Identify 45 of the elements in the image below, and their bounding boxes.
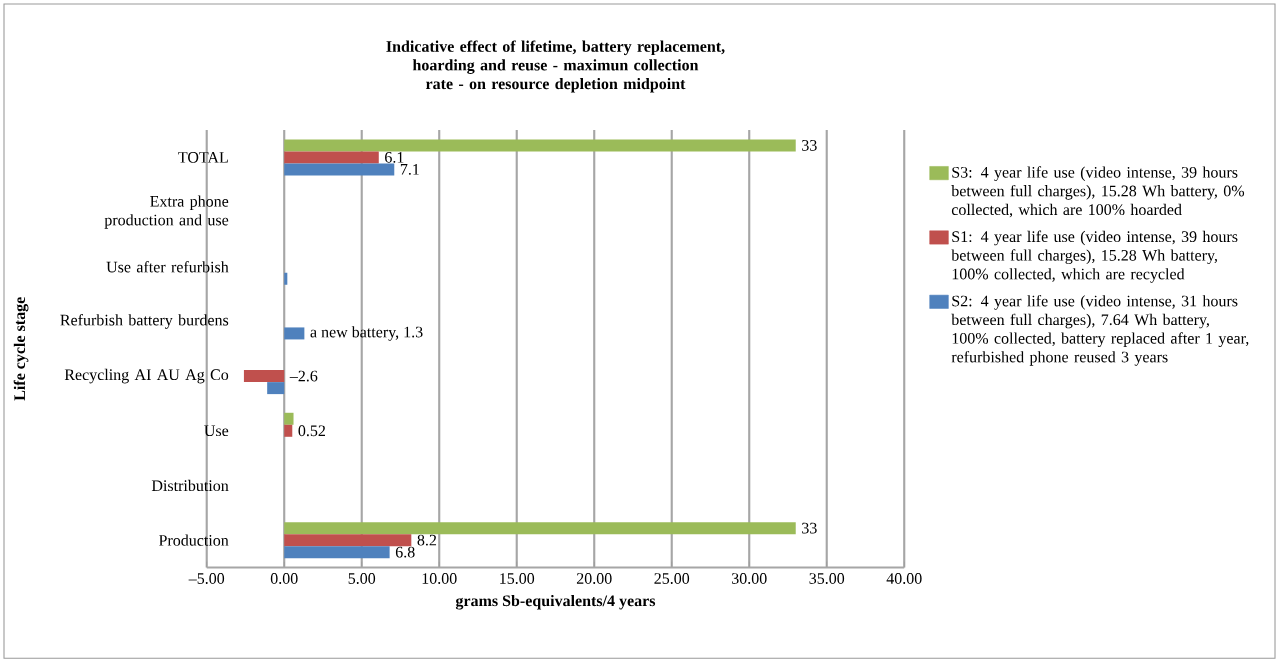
bar [284,139,796,152]
y-tick-label: Production [158,534,229,546]
chart-title: Indicative effect of lifetime, battery replacement, hoarding and reuse - maximun collection rate - on resource depletion midpoint [386,40,725,93]
data-label: –2.6 [289,370,318,382]
legend-label: S3: 4 year life use (video intense, 39 hours between full charges), 15.28 Wh battery, 0% collected, which are 100% hoarded [951,166,1245,218]
y-tick-label: Distribution [151,479,229,492]
bar [284,424,293,437]
x-tick-label: 40.00 [886,573,922,584]
legend-label: S2: 4 year life use (video intense, 31 hours between full charges), 7.64 Wh battery, 100% collected, battery replaced after 1 year, refurbished phone reused 3 years [951,294,1249,366]
bar [243,370,285,383]
data-label: 7.1 [400,163,419,175]
data-label: 33 [802,139,817,151]
y-tick-label: Recycling AI AU Ag Co [64,368,229,384]
x-tick-label: 0.00 [270,573,298,584]
data-label: 8.2 [417,534,437,546]
y-tick-label: Use [204,425,229,437]
bar [267,382,285,395]
x-tick-label: 25.00 [654,573,690,584]
bar [284,151,379,164]
bar [284,163,395,176]
data-label: 6.8 [395,546,415,558]
bar [284,412,294,425]
bar [284,327,305,340]
bar [284,522,796,535]
y-tick-label: TOTAL [178,151,228,163]
data-label: 33 [802,522,817,534]
data-label: 0.52 [298,425,325,437]
bar [284,272,288,285]
legend-label: S1: 4 year life use (video intense, 39 hours between full charges), 15.28 Wh battery, 100% collected, which are recycled [951,230,1238,283]
data-label: 6.1 [385,151,404,163]
bar [284,534,412,547]
x-tick-label: 20.00 [576,573,612,584]
y-axis-title: Life cycle stage [13,297,29,401]
x-tick-label: 30.00 [732,573,767,584]
y-tick-label: Use after refurbish [106,260,229,273]
data-label: a new battery, 1.3 [310,326,423,341]
x-tick-label: –5.00 [188,573,225,584]
x-tick-label: 35.00 [809,573,845,584]
x-axis-title: grams Sb-equivalents/4 years [455,594,656,610]
x-tick-label: 15.00 [500,573,535,584]
y-tick-label: Extra phone production and use [104,195,229,229]
bar [284,546,390,559]
x-tick-label: 10.00 [422,573,457,584]
y-tick-label: Refurbish battery burdens [60,313,229,329]
x-tick-label: 5.00 [348,573,376,584]
